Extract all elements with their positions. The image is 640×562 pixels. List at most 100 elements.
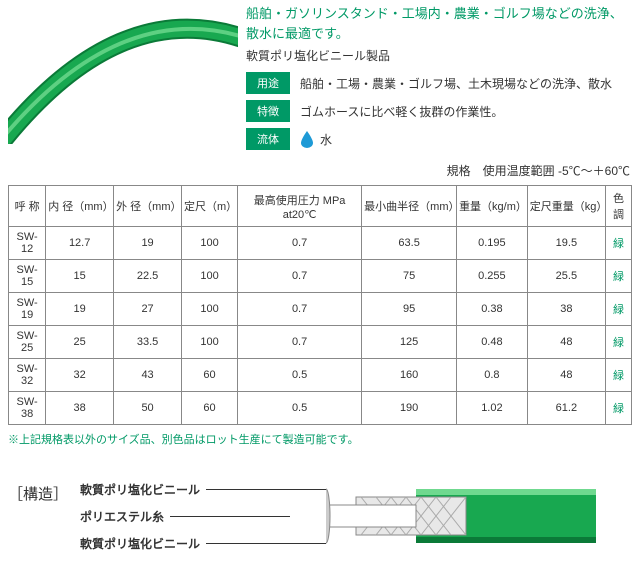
spec-row-use: 用途 船舶・工場・農業・ゴルフ場、土木現場などの洗浄、散水 [246, 72, 632, 94]
table-cell: 48 [527, 326, 605, 359]
spec-note: 規格 使用温度範囲 -5℃～＋60℃ [0, 160, 640, 185]
table-cell: SW-25 [9, 326, 46, 359]
hose-illustration [8, 4, 238, 144]
table-cell: 0.5 [238, 392, 362, 425]
table-cell: 0.7 [238, 326, 362, 359]
spec-row-feature: 特徴 ゴムホースに比べ軽く抜群の作業性。 [246, 100, 632, 122]
table-header-cell: 最小曲半径（mm） [362, 186, 457, 227]
water-drop-icon [300, 130, 314, 148]
table-header-cell: 定尺重量（kg） [527, 186, 605, 227]
table-head: 呼 称内 径（mm）外 径（mm）定尺（m）最高使用圧力 MPa at20℃最小… [9, 186, 632, 227]
table-row: SW-383850600.51901.0261.2緑 [9, 392, 632, 425]
structure-title: ［構造］ [8, 481, 68, 504]
table-cell: 61.2 [527, 392, 605, 425]
table-cell: 25.5 [527, 260, 605, 293]
info-block: 船舶・ガソリンスタンド・工場内・農業・ゴルフ場などの洗浄、散水に最適です。 軟質… [238, 4, 632, 156]
table-cell: 緑 [606, 392, 632, 425]
table-cell: 0.38 [457, 293, 528, 326]
table-header-cell: 色調 [606, 186, 632, 227]
badge-feature: 特徴 [246, 100, 290, 122]
table-cell: 32 [46, 359, 114, 392]
table-row: SW-323243600.51600.848緑 [9, 359, 632, 392]
table-cell: 50 [114, 392, 182, 425]
table-header-cell: 最高使用圧力 MPa at20℃ [238, 186, 362, 227]
table-cell: 19 [46, 293, 114, 326]
table-cell: 63.5 [362, 227, 457, 260]
badge-use: 用途 [246, 72, 290, 94]
table-row: SW-1919271000.7950.3838緑 [9, 293, 632, 326]
table-cell: 0.255 [457, 260, 528, 293]
product-image [8, 4, 238, 144]
table-cell: SW-15 [9, 260, 46, 293]
table-cell: 緑 [606, 359, 632, 392]
table-cell: 60 [182, 392, 238, 425]
table-cell: 0.7 [238, 260, 362, 293]
table-header-cell: 定尺（m） [182, 186, 238, 227]
table-cell: 75 [362, 260, 457, 293]
table-row: SW-1212.7191000.763.50.19519.5緑 [9, 227, 632, 260]
spec-table: 呼 称内 径（mm）外 径（mm）定尺（m）最高使用圧力 MPa at20℃最小… [8, 185, 632, 425]
table-cell: 160 [362, 359, 457, 392]
table-header-cell: 重量（kg/m） [457, 186, 528, 227]
table-cell: SW-12 [9, 227, 46, 260]
table-cell: 緑 [606, 227, 632, 260]
table-header-cell: 呼 称 [9, 186, 46, 227]
table-row: SW-151522.51000.7750.25525.5緑 [9, 260, 632, 293]
table-cell: 0.5 [238, 359, 362, 392]
table-cell: 12.7 [46, 227, 114, 260]
table-cell: 60 [182, 359, 238, 392]
footnote: ※上記規格表以外のサイズ品、別色品はロット生産にて製造可能です。 [0, 425, 640, 471]
table-cell: 0.195 [457, 227, 528, 260]
table-cell: 19 [114, 227, 182, 260]
table-cell: 19.5 [527, 227, 605, 260]
table-header-cell: 外 径（mm） [114, 186, 182, 227]
table-body: SW-1212.7191000.763.50.19519.5緑SW-151522… [9, 227, 632, 425]
feature-text: ゴムホースに比べ軽く抜群の作業性。 [300, 103, 503, 120]
badge-fluid: 流体 [246, 128, 290, 150]
table-cell: 100 [182, 326, 238, 359]
table-cell: SW-38 [9, 392, 46, 425]
structure-labels: 軟質ポリ塩化ビニール ポリエステル糸 軟質ポリ塩化ビニール [80, 481, 326, 552]
structure-diagram [326, 481, 596, 551]
structure-layer-2: 軟質ポリ塩化ビニール [80, 535, 326, 552]
table-cell: 48 [527, 359, 605, 392]
structure-wrap: ［構造］ 軟質ポリ塩化ビニール ポリエステル糸 軟質ポリ塩化ビニール [8, 481, 632, 552]
subhead: 軟質ポリ塩化ビニール製品 [246, 47, 632, 64]
leader-line [206, 489, 326, 490]
layer-label-2: 軟質ポリ塩化ビニール [80, 535, 200, 552]
structure-section: ［構造］ 軟質ポリ塩化ビニール ポリエステル糸 軟質ポリ塩化ビニール [0, 471, 640, 562]
leader-line [206, 543, 326, 544]
table-cell: 38 [46, 392, 114, 425]
use-text: 船舶・工場・農業・ゴルフ場、土木現場などの洗浄、散水 [300, 75, 612, 92]
table-cell: 0.8 [457, 359, 528, 392]
layer-label-0: 軟質ポリ塩化ビニール [80, 481, 200, 498]
table-header-row: 呼 称内 径（mm）外 径（mm）定尺（m）最高使用圧力 MPa at20℃最小… [9, 186, 632, 227]
table-cell: 100 [182, 260, 238, 293]
table-row: SW-252533.51000.71250.4848緑 [9, 326, 632, 359]
table-cell: 43 [114, 359, 182, 392]
leader-line [170, 516, 290, 517]
table-cell: 95 [362, 293, 457, 326]
top-section: 船舶・ガソリンスタンド・工場内・農業・ゴルフ場などの洗浄、散水に最適です。 軟質… [0, 0, 640, 160]
table-cell: 25 [46, 326, 114, 359]
table-cell: 0.7 [238, 293, 362, 326]
table-cell: 100 [182, 293, 238, 326]
table-cell: 緑 [606, 326, 632, 359]
structure-layer-0: 軟質ポリ塩化ビニール [80, 481, 326, 498]
table-cell: 100 [182, 227, 238, 260]
table-cell: 15 [46, 260, 114, 293]
table-cell: 27 [114, 293, 182, 326]
table-cell: SW-19 [9, 293, 46, 326]
table-cell: 緑 [606, 293, 632, 326]
table-cell: SW-32 [9, 359, 46, 392]
table-cell: 1.02 [457, 392, 528, 425]
table-cell: 125 [362, 326, 457, 359]
layer-label-1: ポリエステル糸 [80, 508, 164, 525]
headline: 船舶・ガソリンスタンド・工場内・農業・ゴルフ場などの洗浄、散水に最適です。 [246, 4, 632, 43]
table-header-cell: 内 径（mm） [46, 186, 114, 227]
structure-layer-1: ポリエステル糸 [80, 508, 326, 525]
table-cell: 38 [527, 293, 605, 326]
table-cell: 緑 [606, 260, 632, 293]
table-cell: 190 [362, 392, 457, 425]
table-cell: 33.5 [114, 326, 182, 359]
